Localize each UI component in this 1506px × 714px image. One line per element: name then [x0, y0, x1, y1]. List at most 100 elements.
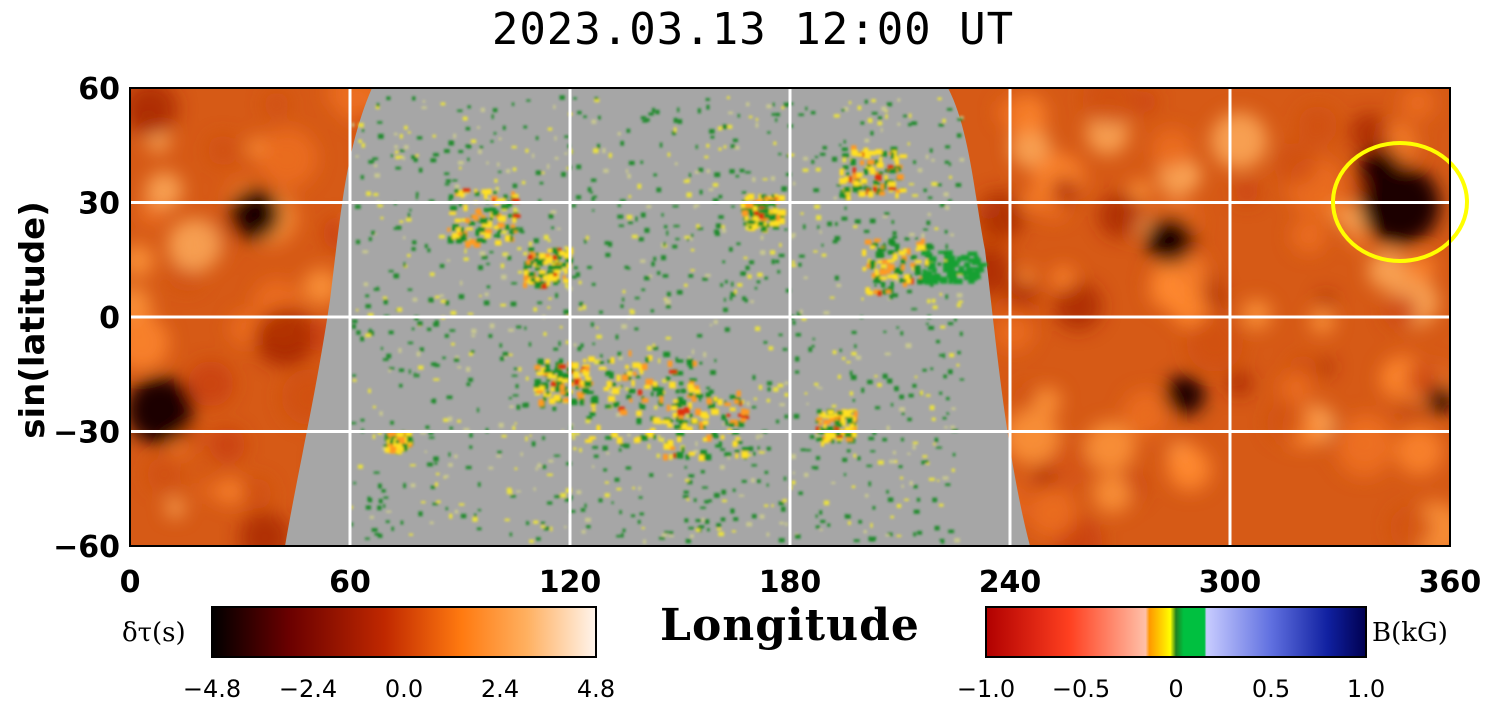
magnetogram-speckle: [752, 375, 756, 380]
magnetogram-plage: [966, 267, 973, 273]
farside-texture-blob: [1317, 358, 1335, 376]
magnetogram-active-region: [769, 222, 774, 227]
magnetogram-speckle: [905, 343, 912, 349]
farside-texture-blob: [1349, 112, 1390, 153]
magnetogram-active-region: [588, 356, 595, 362]
magnetogram-active-region: [834, 424, 840, 431]
magnetogram-speckle: [404, 125, 408, 130]
magnetogram-speckle: [734, 145, 740, 150]
magnetogram-speckle: [395, 155, 400, 160]
magnetogram-speckle: [369, 515, 374, 519]
magnetogram-active-region: [668, 419, 674, 423]
magnetogram-speckle: [479, 294, 482, 297]
magnetogram-active-region: [538, 399, 544, 407]
magnetogram-speckle: [449, 426, 453, 430]
magnetogram-speckle: [803, 224, 806, 230]
magnetogram-active-region: [760, 217, 768, 221]
magnetogram-speckle: [619, 510, 622, 515]
magnetogram-plage: [953, 278, 963, 285]
magnetogram-speckle: [708, 499, 712, 503]
magnetogram-speckle: [785, 522, 788, 527]
magnetogram-speckle: [532, 153, 535, 159]
magnetogram-speckle: [620, 141, 624, 146]
magnetogram-speckle: [777, 383, 784, 388]
y-tick-label: −30: [53, 416, 120, 451]
magnetogram-speckle: [471, 334, 476, 338]
farside-texture-blob: [207, 135, 239, 166]
magnetogram-plage: [969, 267, 980, 271]
magnetogram-speckle: [709, 323, 713, 327]
magnetogram-active-region: [688, 363, 694, 370]
magnetogram-speckle: [403, 483, 407, 489]
magnetogram-speckle: [926, 322, 929, 326]
magnetogram-speckle: [945, 244, 948, 250]
magnetogram-speckle: [726, 96, 730, 99]
magnetogram-speckle: [640, 212, 646, 218]
magnetogram-speckle: [884, 212, 890, 216]
magnetogram-active-region: [489, 216, 493, 221]
magnetogram-speckle: [715, 223, 722, 229]
magnetogram-speckle: [778, 501, 785, 506]
magnetogram-speckle: [576, 164, 582, 170]
magnetogram-speckle: [534, 393, 541, 396]
magnetogram-speckle: [622, 289, 626, 294]
magnetogram-active-region: [847, 415, 854, 419]
magnetogram-speckle: [702, 277, 708, 281]
magnetogram-speckle: [644, 227, 650, 233]
magnetogram-speckle: [399, 383, 403, 388]
magnetogram-speckle: [383, 496, 389, 499]
magnetogram-active-region: [589, 411, 596, 417]
magnetogram-speckle: [784, 381, 789, 385]
magnetogram-speckle: [945, 294, 949, 299]
magnetogram-active-region: [545, 359, 550, 365]
magnetogram-active-region: [590, 404, 596, 408]
magnetogram-speckle: [869, 538, 876, 542]
magnetogram-speckle: [573, 97, 577, 100]
magnetogram-speckle: [736, 242, 741, 246]
magnetogram-speckle: [547, 239, 551, 243]
magnetogram-active-region: [678, 415, 684, 420]
magnetogram-active-region: [645, 430, 654, 438]
magnetogram-speckle: [884, 110, 888, 113]
magnetogram-speckle: [625, 168, 629, 174]
magnetogram-speckle: [757, 272, 763, 277]
magnetogram-speckle: [412, 96, 416, 101]
magnetogram-speckle: [709, 129, 715, 134]
magnetogram-speckle: [718, 215, 724, 219]
magnetogram-speckle: [365, 333, 371, 338]
farside-texture-blob: [1336, 421, 1393, 479]
magnetogram-speckle: [570, 431, 576, 437]
magnetogram-speckle: [363, 282, 369, 287]
magnetogram-speckle: [694, 204, 700, 207]
magnetogram-speckle: [380, 216, 384, 220]
magnetogram-speckle: [434, 462, 438, 465]
magnetogram-speckle: [399, 134, 403, 139]
magnetogram-speckle: [469, 445, 473, 449]
magnetogram-speckle: [448, 513, 453, 519]
magnetogram-active-region: [663, 351, 671, 358]
colorbar-tick-label: 2.4: [480, 675, 520, 703]
magnetogram-active-region: [628, 388, 636, 394]
magnetogram-speckle: [537, 301, 543, 305]
magnetogram-active-region: [816, 409, 822, 414]
magnetogram-speckle: [393, 273, 399, 279]
magnetogram-speckle: [893, 460, 898, 464]
magnetogram-speckle: [682, 495, 689, 499]
magnetogram-speckle: [627, 433, 631, 437]
magnetogram-active-region: [535, 266, 541, 271]
magnetogram-speckle: [620, 385, 623, 388]
magnetogram-active-region: [547, 372, 553, 379]
farside-texture-blob: [1151, 128, 1193, 170]
magnetogram-speckle: [625, 387, 629, 391]
magnetogram-active-region: [899, 154, 907, 159]
magnetogram-speckle: [921, 233, 925, 238]
magnetogram-speckle: [591, 119, 597, 124]
colorbar-tick-label: 0.5: [1251, 675, 1291, 703]
magnetogram-speckle: [705, 98, 710, 101]
magnetogram-plage: [960, 254, 970, 261]
magnetogram-speckle: [941, 203, 945, 207]
magnetogram-active-region: [589, 436, 596, 440]
magnetogram-speckle: [766, 381, 773, 386]
magnetogram-speckle: [837, 374, 841, 379]
